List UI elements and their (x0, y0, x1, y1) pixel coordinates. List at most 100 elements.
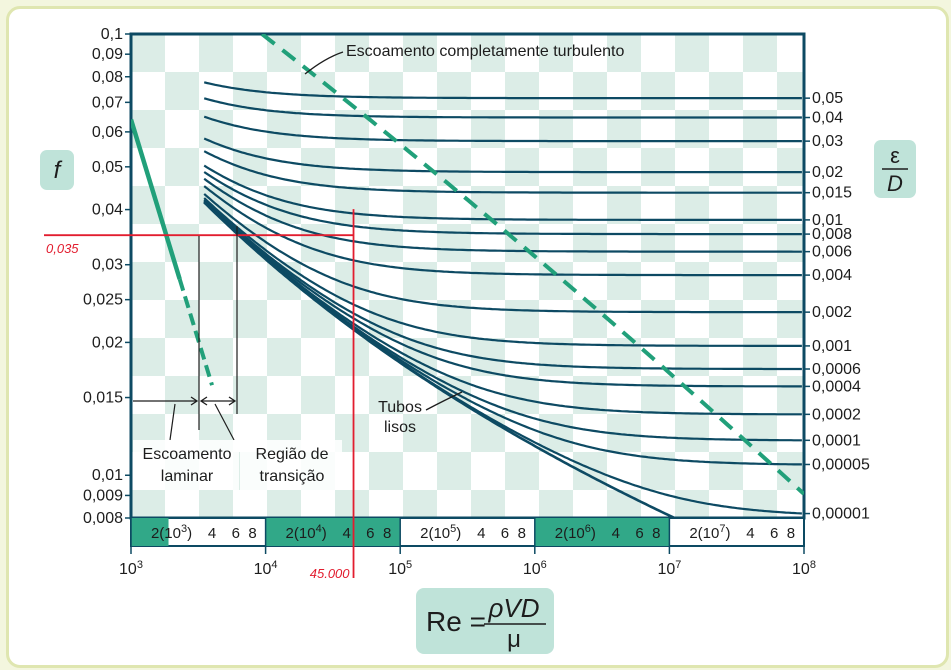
grid-cell (233, 300, 267, 338)
x-minor-label: 4 (477, 525, 485, 542)
grid-cell (607, 34, 641, 72)
grid-cell (505, 72, 539, 110)
x-minor-label: 6 (635, 525, 643, 542)
x-minor-label: 6 (770, 525, 778, 542)
x-tick-label: 104 (254, 559, 278, 578)
grid-cell (539, 490, 573, 518)
grid-cell (369, 376, 403, 414)
grid-cell (675, 338, 709, 376)
x-minor-label: 2(104) (286, 523, 327, 542)
roughness-curve (203, 185, 802, 277)
x-tick-label: 103 (119, 559, 143, 578)
roughness-curve (203, 171, 802, 236)
grid-cell (403, 414, 437, 452)
roughness-label: 0,02 (812, 164, 843, 181)
x-minor-label: 4 (746, 525, 754, 542)
x-axis-label-lhs: Re = (426, 606, 486, 637)
grid-cell (573, 148, 607, 186)
grid-cell (505, 148, 539, 186)
y-tick-label: 0,025 (83, 292, 123, 309)
roughness-label: 0,03 (812, 133, 843, 150)
grid-cell (131, 338, 165, 376)
x-band-highlight (131, 518, 169, 546)
laminar-label-2: laminar (161, 468, 214, 485)
y-tick-label: 0,008 (83, 510, 123, 527)
grid-cell (709, 72, 743, 110)
roughness-label: 0,0001 (812, 432, 861, 449)
x-minor-label: 2(105) (420, 523, 461, 542)
grid-cell (743, 338, 777, 376)
transition-label-2: transição (260, 468, 325, 485)
grid-cell (199, 490, 233, 518)
roughness-label: 0,0006 (812, 361, 861, 378)
grid-cell (471, 34, 505, 72)
grid-cell (199, 34, 233, 72)
grid-cell (335, 186, 369, 224)
x-minor-label: 8 (518, 525, 526, 542)
grid-cell (641, 300, 675, 338)
y-tick-label: 0,015 (83, 390, 123, 407)
y-tick-label: 0,08 (92, 69, 123, 86)
roughness-label: 0,015 (812, 185, 852, 202)
roughness-label: 0,002 (812, 304, 852, 321)
transition-arrow (199, 396, 237, 406)
grid-cell (777, 452, 804, 490)
x-minor-label: 2(103) (151, 523, 192, 542)
grid-cell (403, 262, 437, 300)
x-axis-label-denominator: μ (507, 626, 521, 653)
transition-label-bg (240, 440, 342, 490)
roughness-label: 0,04 (812, 110, 843, 127)
grid-cell (607, 110, 641, 148)
roughness-label: 0,01 (812, 212, 843, 229)
x-minor-label: 2(107) (689, 523, 730, 542)
grid-cell (641, 224, 675, 262)
grid-cell (233, 376, 267, 414)
grid-cell (131, 34, 165, 72)
smooth-pipes-label-1: Tubos (378, 399, 422, 416)
example-f-label: 0,035 (46, 241, 79, 256)
x-minor-label: 4 (342, 525, 350, 542)
grid-cell (709, 376, 743, 414)
roughness-curve (203, 197, 802, 347)
grid-cell (165, 376, 199, 414)
grid-cell (709, 300, 743, 338)
grid-cell (301, 300, 335, 338)
roughness-curve (203, 198, 802, 371)
example-re-label: 45.000 (310, 566, 351, 581)
grid-cell (199, 262, 233, 300)
x-minor-label: 4 (612, 525, 620, 542)
grid-cell (743, 110, 777, 148)
grid-cell (369, 148, 403, 186)
y-tick-label: 0,07 (92, 94, 123, 111)
grid-cell (437, 224, 471, 262)
roughness-curve (203, 199, 802, 388)
grid-cell (505, 452, 539, 490)
y2-axis-label-denominator: D (887, 171, 903, 196)
grid-cell (573, 300, 607, 338)
grid-cell (641, 72, 675, 110)
grid-cell (777, 148, 804, 186)
laminar-label-1: Escoamento (143, 446, 232, 463)
grid-cell (777, 300, 804, 338)
turbulent-arrow (304, 51, 344, 75)
x-band-highlight (265, 518, 401, 546)
grid-cell (267, 110, 301, 148)
grid-cell (335, 490, 369, 518)
roughness-label: 0,00005 (812, 456, 870, 473)
x-tick-label: 108 (792, 559, 816, 578)
grid-cell (369, 72, 403, 110)
y-tick-label: 0,06 (92, 124, 123, 141)
grid-cell (267, 338, 301, 376)
grid-cell (743, 490, 777, 518)
laminar-line (131, 118, 182, 280)
x-tick-label: 106 (523, 559, 547, 578)
smooth-pipe-curve (203, 201, 678, 518)
x-axis-label-numerator: ρVD (487, 593, 539, 623)
grid-cell (267, 490, 301, 518)
y-tick-label: 0,009 (83, 487, 123, 504)
roughness-curve (203, 200, 802, 416)
grid-cell (743, 34, 777, 72)
grid-cell (437, 148, 471, 186)
y-tick-label: 0,01 (92, 467, 123, 484)
turbulent-label: Escoamento completamente turbulento (346, 43, 624, 60)
